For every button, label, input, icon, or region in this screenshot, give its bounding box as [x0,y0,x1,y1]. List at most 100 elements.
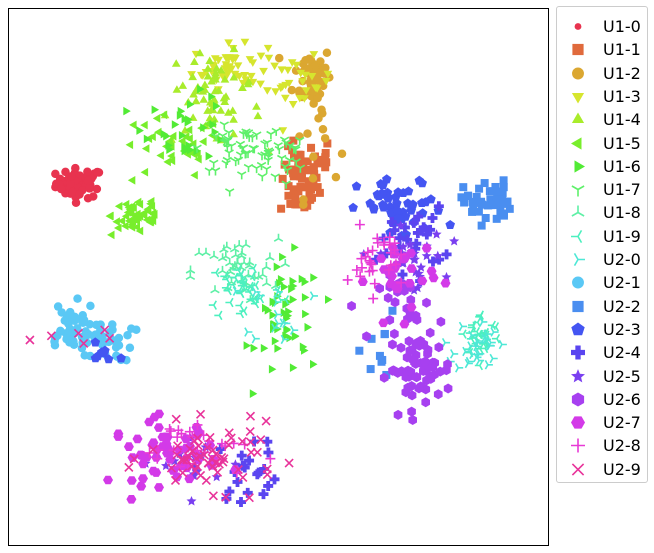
point-u1-8 [185,271,196,280]
point-u1-7 [243,163,254,173]
point-u1-3 [300,95,309,103]
legend-marker-u1-7 [571,185,585,197]
point-u2-2 [503,197,512,206]
point-u1-6 [260,343,269,353]
point-u1-2 [309,152,318,161]
point-u2-1 [73,294,82,303]
point-u1-3 [198,72,208,80]
point-u2-8 [356,262,367,273]
point-u1-1 [322,158,331,167]
point-u1-2 [275,53,284,63]
point-u2-2 [485,187,494,196]
point-u1-5 [159,110,168,120]
point-u2-8 [354,219,365,230]
point-u2-8 [342,274,353,285]
point-u1-3 [228,56,237,64]
point-u2-8 [172,432,183,443]
point-u2-6 [411,372,421,383]
point-u2-9 [46,331,56,341]
point-u2-8 [372,233,383,244]
point-u2-0 [271,323,280,333]
point-u1-1 [321,153,330,162]
point-u1-4 [209,95,219,103]
point-u1-7 [263,149,274,158]
point-u1-3 [256,80,265,89]
point-u1-0 [83,167,92,177]
legend-item-u2-5: U2-5 [557,365,649,388]
point-u2-9 [208,491,218,501]
point-u2-4 [412,227,423,238]
point-u2-2 [492,214,501,223]
point-u1-5 [112,217,120,226]
point-u1-5 [167,156,176,166]
point-u1-1 [313,183,322,192]
point-u1-7 [221,160,231,169]
point-u1-6 [304,322,312,332]
point-u2-6 [347,301,356,311]
point-u2-0 [274,318,283,329]
point-u2-1 [67,337,76,347]
point-u2-3 [99,348,109,358]
point-u2-1 [53,331,62,340]
point-u2-2 [468,197,477,206]
point-u2-2 [355,346,364,355]
point-u1-0 [93,167,102,177]
point-u1-6 [301,293,310,302]
point-u1-6 [271,336,280,346]
point-u2-9 [193,433,203,443]
legend-marker-shape [571,205,585,218]
point-u2-9 [191,453,201,463]
point-u1-9 [491,333,501,344]
point-u1-6 [181,142,189,152]
legend-item-u2-3: U2-3 [557,318,649,341]
point-u1-3 [233,62,243,70]
point-u1-0 [92,184,102,194]
point-u2-9 [238,472,248,482]
point-u1-4 [210,86,220,95]
point-u2-3 [378,180,388,190]
point-u1-3 [245,56,255,64]
point-u2-1 [125,343,135,353]
point-u2-6 [414,383,424,394]
point-u1-6 [325,295,333,304]
point-u2-9 [244,493,254,503]
point-u1-4 [252,102,261,110]
point-u1-7 [262,139,273,148]
point-u2-8 [360,251,371,262]
point-u2-8 [362,247,373,258]
point-u2-9 [187,461,197,471]
point-u1-7 [295,164,306,173]
point-u2-2 [505,204,514,213]
legend-label: U1-7 [603,180,641,200]
point-u2-5 [189,461,200,472]
point-u1-1 [313,159,322,168]
point-u2-6 [383,292,393,303]
point-u1-9 [233,265,242,275]
point-u2-7 [126,495,137,504]
point-u1-7 [219,121,230,130]
series-u2-9 [25,325,294,503]
point-u1-6 [269,310,277,320]
point-u1-5 [163,157,171,167]
point-u2-9 [124,462,134,472]
point-u2-9 [178,468,188,478]
point-u1-1 [303,157,312,166]
point-u2-4 [416,225,427,236]
legend-marker-shape [571,438,585,453]
point-u2-2 [460,198,469,207]
legend-label: U2-0 [603,250,641,269]
point-u2-0 [489,353,498,364]
point-u1-7 [251,164,262,174]
point-u1-1 [284,182,293,191]
point-u1-6 [208,92,216,101]
point-u1-7 [261,165,272,174]
point-u1-8 [194,247,204,257]
point-u1-5 [190,170,198,180]
point-u2-7 [230,465,241,474]
point-u2-2 [464,191,473,200]
point-u1-7 [282,166,293,175]
point-u2-2 [380,329,389,338]
point-u1-9 [222,274,231,285]
point-u2-3 [392,205,402,215]
point-u2-1 [108,325,117,334]
